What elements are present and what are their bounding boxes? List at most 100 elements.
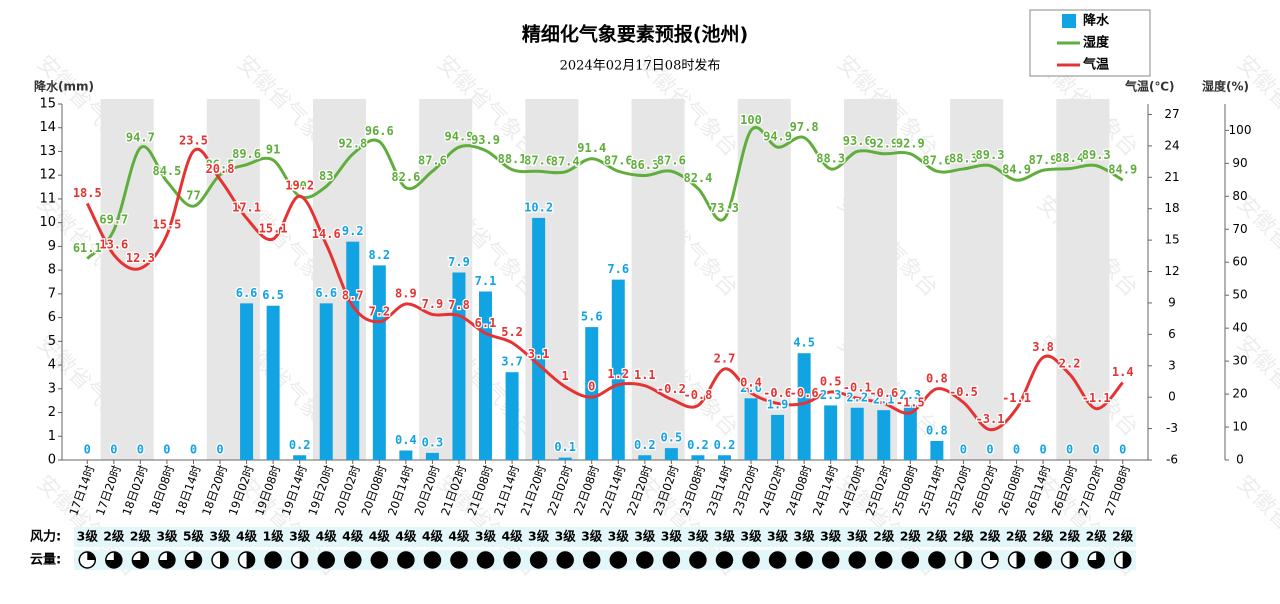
- data-label: 0: [190, 443, 197, 457]
- data-label: 86.5: [206, 157, 235, 171]
- y-tick-label: 15: [39, 97, 56, 112]
- cloud-icon: [290, 551, 309, 569]
- cloud-fill: [318, 552, 335, 568]
- wind-label: 4级: [448, 529, 470, 544]
- data-label: 0.5: [661, 431, 683, 445]
- cloud-icon: [848, 551, 866, 569]
- watermark: 安徽省气象台: [1232, 191, 1280, 302]
- y2-tick-label: 27: [1164, 107, 1179, 121]
- y2-tick-label: 6: [1168, 327, 1176, 341]
- cloud-fill: [849, 552, 866, 568]
- data-label: 14.6: [312, 227, 341, 241]
- x-tick-label: 24日02时: [757, 463, 788, 517]
- cloud-fill: [1088, 552, 1105, 568]
- x-tick-label: 21日20时: [518, 463, 549, 517]
- cloud-icon: [1060, 551, 1079, 569]
- y3-tick-label: 10: [1232, 420, 1247, 434]
- data-label: 92.8: [338, 137, 367, 151]
- data-label: 0: [84, 443, 91, 457]
- x-tick-label: 27日02时: [1075, 463, 1106, 517]
- data-label: 5.2: [501, 325, 523, 339]
- data-label: 6.1: [475, 316, 497, 330]
- cloud-icon: [450, 551, 468, 569]
- y-tick-label: 14: [39, 120, 56, 135]
- legend-swatch: [1062, 14, 1076, 28]
- bar: [585, 327, 599, 460]
- wind-label: 2级: [103, 529, 125, 544]
- x-tick-label: 18日14时: [173, 463, 204, 517]
- bar: [346, 241, 360, 460]
- x-tick-label: 18日20时: [199, 463, 230, 517]
- y3-tick-label: 70: [1232, 222, 1247, 236]
- cloud-icon: [211, 551, 229, 569]
- data-label: 91.4: [577, 141, 606, 155]
- y2-tick-label: 24: [1164, 138, 1179, 152]
- chart-title: 精细化气象要素预报(池州): [522, 23, 748, 46]
- y-tick-label: 6: [48, 310, 56, 325]
- data-label: 96.6: [365, 124, 394, 138]
- data-label: 94.9: [763, 130, 792, 144]
- data-label: 8.2: [368, 248, 390, 262]
- data-label: 0: [1093, 443, 1100, 457]
- cloud-icon: [1007, 551, 1026, 569]
- y-tick-label: 3: [48, 381, 56, 396]
- data-label: 88.1: [498, 152, 527, 166]
- data-label: 84.5: [152, 164, 181, 178]
- x-tick-label: 23日20时: [730, 463, 761, 517]
- wind-label: 4级: [422, 529, 444, 544]
- cloud-icon: [264, 551, 282, 569]
- cloud-fill: [963, 552, 972, 568]
- x-tick-label: 25日20时: [942, 463, 973, 517]
- y-tick-label: 2: [48, 405, 56, 420]
- cloud-icon: [397, 551, 415, 569]
- data-label: 86.3: [630, 158, 659, 172]
- data-label: 8.7: [342, 289, 364, 303]
- cloud-icon: [476, 551, 495, 569]
- cloud-fill: [1069, 552, 1078, 568]
- legend-label: 湿度: [1083, 35, 1110, 51]
- legend-box: [1029, 9, 1151, 77]
- watermark: 安徽省气象台: [1232, 471, 1280, 582]
- cloud-icon: [928, 551, 946, 569]
- y-tick-label: 12: [39, 168, 56, 183]
- wind-label: 3级: [608, 529, 630, 544]
- wind-label: 3级: [209, 529, 231, 544]
- x-tick-label: 18日08时: [146, 463, 177, 517]
- data-label: 0.2: [634, 438, 656, 452]
- y-tick-label: 5: [48, 334, 56, 349]
- data-label: 15.1: [259, 222, 288, 236]
- y-tick-label: 8: [48, 263, 56, 278]
- data-label: 7.8: [448, 298, 470, 312]
- data-label: 7.1: [475, 274, 497, 288]
- x-tick-label: 20日08时: [358, 463, 389, 517]
- data-label: 2.3: [820, 388, 842, 402]
- data-label: 0: [216, 443, 223, 457]
- data-label: 0: [137, 443, 144, 457]
- cloud-fill: [299, 552, 308, 568]
- data-label: 87.4: [551, 154, 580, 168]
- cloud-fill: [769, 552, 786, 568]
- wind-row-bg: [74, 527, 1136, 547]
- cloud-fill: [557, 552, 574, 568]
- x-tick-label: 20日02时: [332, 463, 363, 517]
- x-tick-label: 25日14时: [916, 463, 947, 517]
- data-label: 17.1: [232, 201, 261, 215]
- bar: [903, 405, 917, 460]
- data-label: -1.5: [896, 395, 925, 409]
- data-label: 2.3: [899, 388, 921, 402]
- y-axis-title: 降水(mm): [34, 79, 94, 94]
- cloud-icon: [662, 551, 681, 569]
- wind-label: 3级: [714, 529, 736, 544]
- legend-label: 降水: [1083, 13, 1110, 29]
- data-label: 4.5: [793, 336, 815, 350]
- cloud-fill: [928, 552, 945, 568]
- bar: [266, 305, 280, 460]
- cloud-icon: [317, 551, 335, 569]
- cloud-icon: [503, 551, 521, 569]
- y3-tick-label: 60: [1232, 255, 1247, 269]
- x-tick-label: 17日14时: [66, 463, 97, 517]
- y2-tick-label: 12: [1164, 264, 1179, 278]
- data-label: 1.1: [634, 368, 656, 382]
- cloud-fill: [689, 552, 706, 568]
- cloud-fill: [265, 552, 282, 568]
